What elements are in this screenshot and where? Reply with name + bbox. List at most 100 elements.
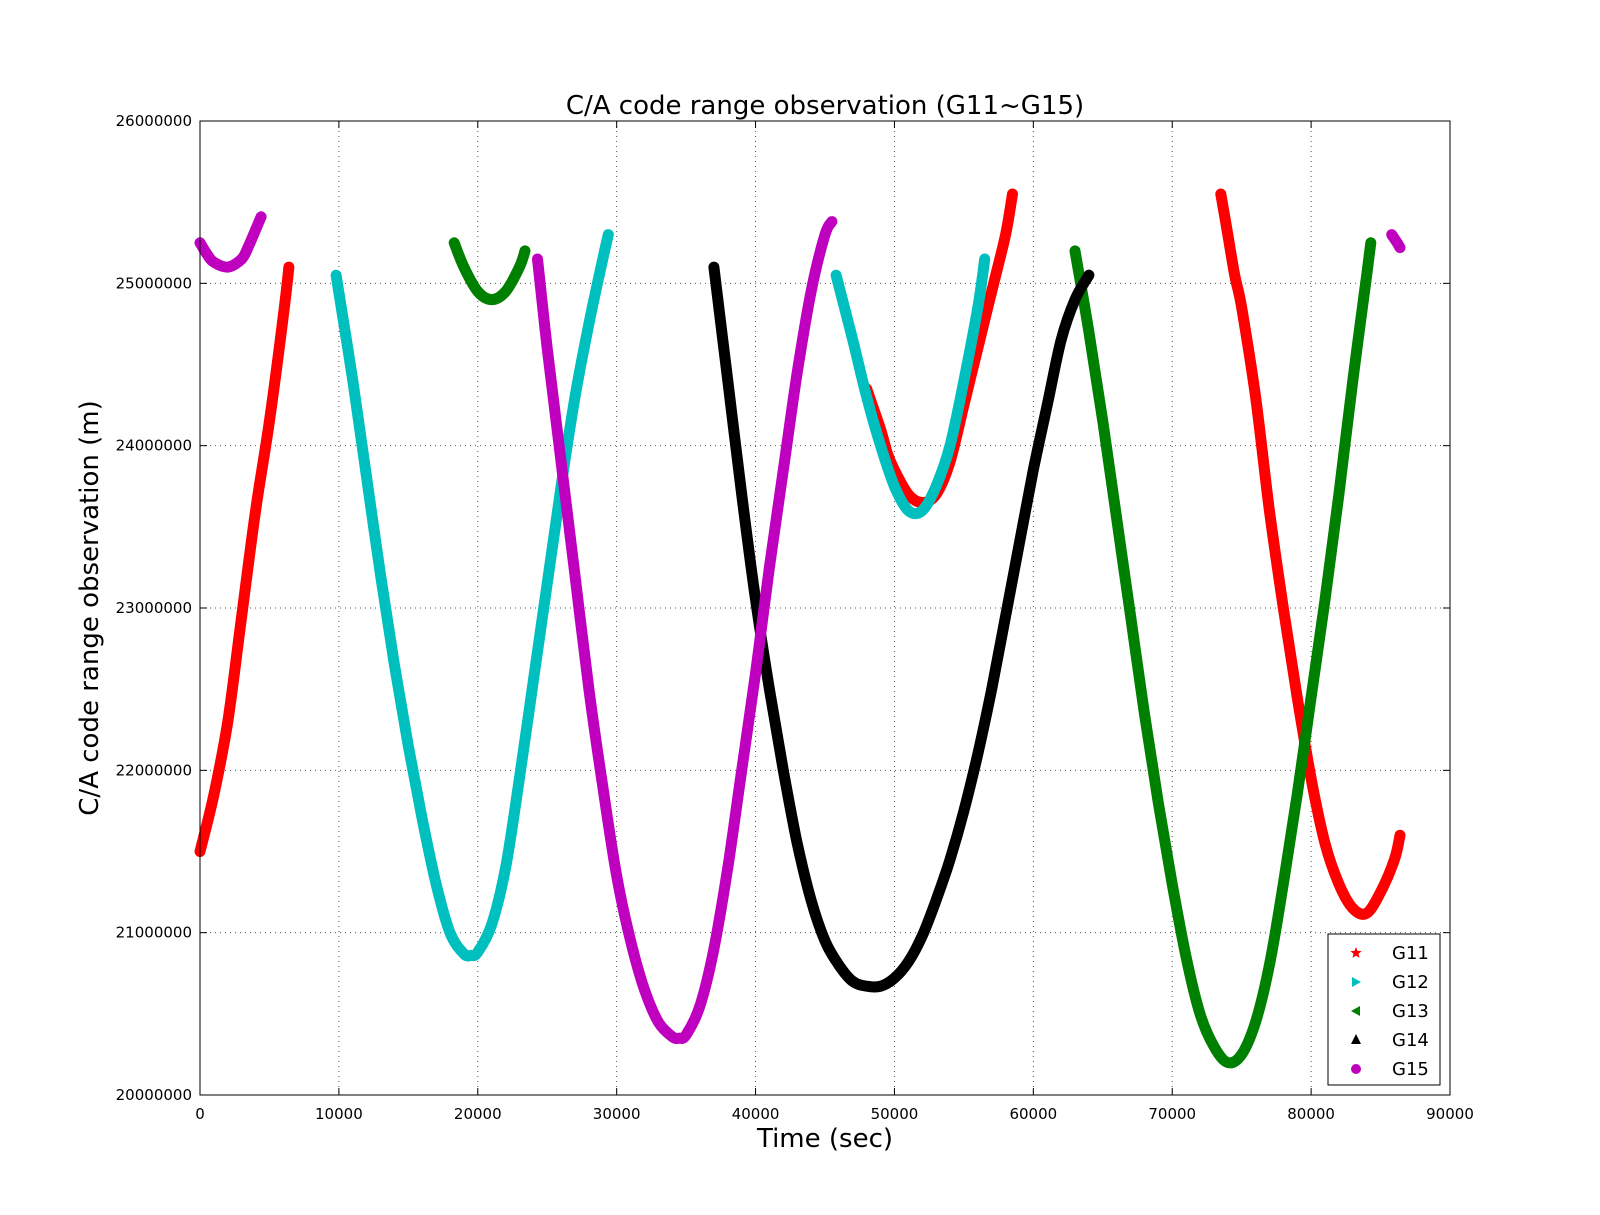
data-point xyxy=(1307,774,1316,783)
data-point xyxy=(598,255,607,263)
data-point xyxy=(1154,798,1163,807)
data-point xyxy=(1237,303,1246,312)
data-point xyxy=(473,948,482,957)
legend-item-g14: G14 xyxy=(1351,1030,1429,1051)
data-point xyxy=(376,571,385,580)
data-point xyxy=(1321,595,1329,604)
data-point xyxy=(571,393,579,401)
legend-marker xyxy=(1351,1034,1361,1044)
legend-label: G11 xyxy=(1392,943,1429,964)
series-segment xyxy=(830,253,991,520)
data-point xyxy=(515,774,524,783)
x-tick-label: 60000 xyxy=(1009,1105,1057,1123)
data-point xyxy=(1043,401,1052,410)
x-tick-label: 80000 xyxy=(1287,1105,1335,1123)
data-point xyxy=(904,506,913,515)
legend-marker xyxy=(1351,1006,1360,1016)
data-point xyxy=(696,1001,704,1010)
data-point xyxy=(543,579,552,588)
data-point xyxy=(876,441,885,450)
data-point xyxy=(973,750,982,759)
data-point xyxy=(1223,1058,1232,1067)
x-tick-label: 90000 xyxy=(1426,1105,1474,1123)
data-point xyxy=(668,1032,677,1041)
data-point xyxy=(890,482,899,491)
data-point xyxy=(848,977,857,986)
data-point xyxy=(598,782,607,791)
data-point xyxy=(959,376,968,385)
data-point xyxy=(1126,612,1135,621)
legend-item-g13: G13 xyxy=(1351,1001,1429,1022)
data-point xyxy=(543,344,552,353)
data-point xyxy=(332,271,341,280)
data-point xyxy=(202,250,211,259)
data-point xyxy=(1071,246,1079,255)
data-point xyxy=(737,490,746,499)
series-g15 xyxy=(194,211,1406,1045)
series-g11 xyxy=(194,188,1406,920)
data-point xyxy=(751,595,760,604)
data-point xyxy=(1209,1042,1218,1051)
data-point xyxy=(1112,514,1121,523)
data-point xyxy=(1001,612,1010,621)
data-point xyxy=(265,417,274,426)
data-point xyxy=(529,677,538,685)
data-point xyxy=(1396,831,1404,840)
data-point xyxy=(1396,243,1404,252)
data-point xyxy=(1362,271,1371,280)
legend-item-g11: G11 xyxy=(1350,943,1429,964)
data-point xyxy=(918,506,927,515)
data-point xyxy=(1307,693,1316,702)
data-point xyxy=(987,685,996,694)
data-point xyxy=(959,806,968,815)
data-point xyxy=(807,287,816,296)
data-point xyxy=(515,263,524,272)
data-point xyxy=(682,1030,691,1039)
data-point xyxy=(604,230,613,239)
data-point xyxy=(237,612,246,621)
data-point xyxy=(459,263,468,272)
data-point xyxy=(1196,1009,1204,1018)
y-tick-label: 23000000 xyxy=(116,599,192,617)
data-point xyxy=(779,766,788,775)
legend: G11 G12 G13 G14 G15 xyxy=(1327,933,1441,1086)
data-point xyxy=(251,225,260,234)
data-point xyxy=(654,1018,663,1026)
data-point xyxy=(987,287,996,296)
data-point xyxy=(1265,506,1274,515)
data-point xyxy=(487,295,496,304)
data-point xyxy=(1376,888,1385,897)
x-tick-label: 50000 xyxy=(871,1105,919,1123)
data-point xyxy=(418,815,427,823)
data-point xyxy=(279,311,288,320)
data-point xyxy=(1140,709,1149,718)
data-point xyxy=(1293,693,1302,702)
data-point xyxy=(473,287,482,296)
legend-label: G13 xyxy=(1392,1001,1429,1022)
data-point xyxy=(1265,961,1274,970)
data-point xyxy=(932,482,941,491)
data-point xyxy=(821,936,829,945)
data-point xyxy=(723,863,732,872)
data-point xyxy=(904,957,913,966)
data-point xyxy=(1387,230,1396,239)
data-point xyxy=(244,242,253,250)
data-point xyxy=(723,376,732,385)
data-point xyxy=(807,896,816,905)
data-point xyxy=(1001,230,1010,239)
data-point xyxy=(1362,909,1371,918)
data-point xyxy=(793,839,802,848)
data-point xyxy=(1098,417,1107,426)
y-tick-label: 26000000 xyxy=(116,112,192,130)
data-point xyxy=(557,457,566,466)
series-g13 xyxy=(448,237,1377,1069)
data-point xyxy=(832,271,841,280)
data-point xyxy=(1168,880,1177,888)
y-tick-label: 22000000 xyxy=(116,761,192,779)
legend-label: G14 xyxy=(1392,1030,1429,1051)
data-point xyxy=(209,258,218,267)
data-point xyxy=(1084,271,1093,280)
data-point xyxy=(404,742,413,750)
